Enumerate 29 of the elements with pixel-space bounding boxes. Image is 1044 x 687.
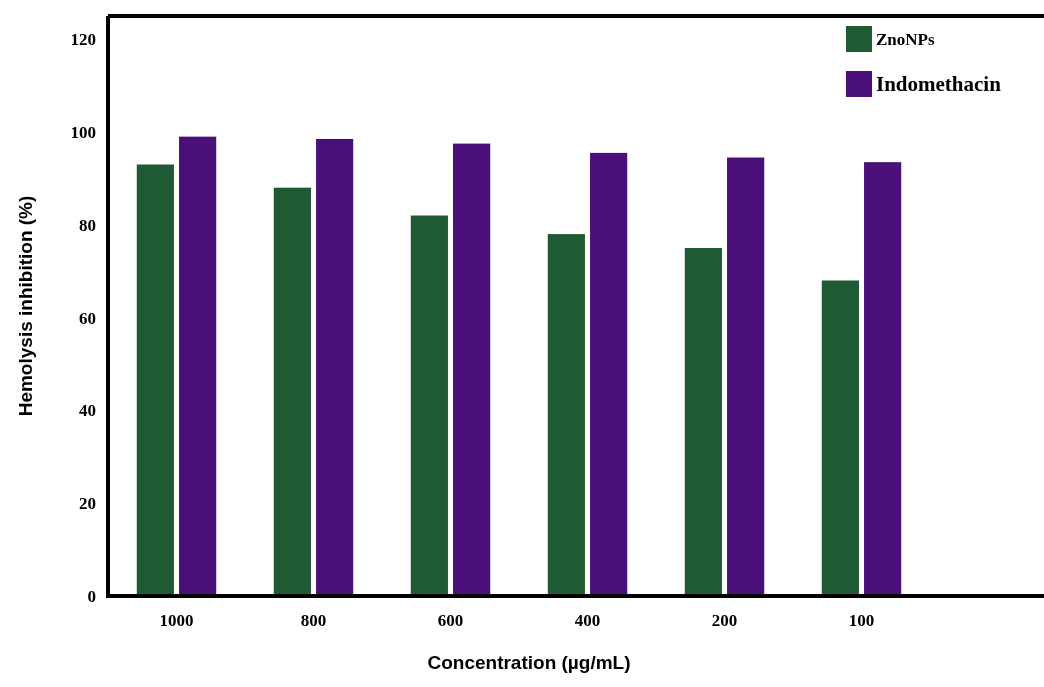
bar — [273, 187, 311, 596]
bar — [590, 152, 628, 596]
legend-label: Indomethacin — [876, 72, 1002, 97]
bar — [136, 164, 174, 596]
y-tick-label: 100 — [70, 122, 96, 142]
legend-label: ZnoNPs — [876, 29, 935, 49]
y-tick-label: 80 — [79, 215, 96, 235]
bar — [727, 157, 765, 596]
x-tick-label: 1000 — [159, 611, 194, 630]
y-tick-label: 120 — [70, 30, 96, 50]
x-tick-label: 400 — [574, 611, 601, 630]
x-tick-label: 800 — [300, 611, 327, 630]
x-tick-label: 200 — [711, 611, 738, 630]
bar — [684, 248, 722, 596]
bar — [179, 136, 217, 596]
x-axis-title: Concentration (µg/mL) — [427, 652, 631, 673]
y-axis-title: Hemolysis inhibition (%) — [15, 195, 36, 417]
x-tick-label: 600 — [437, 611, 464, 630]
y-tick-label: 40 — [79, 401, 96, 421]
bar — [547, 234, 585, 596]
y-tick-label: 60 — [79, 308, 96, 328]
bar — [864, 162, 902, 596]
bar — [316, 138, 354, 596]
y-tick-label: 20 — [79, 494, 96, 514]
bar — [453, 143, 491, 596]
bar — [410, 215, 448, 596]
x-tick-label: 100 — [848, 611, 875, 630]
y-tick-label: 0 — [87, 586, 96, 606]
bar — [821, 280, 859, 596]
